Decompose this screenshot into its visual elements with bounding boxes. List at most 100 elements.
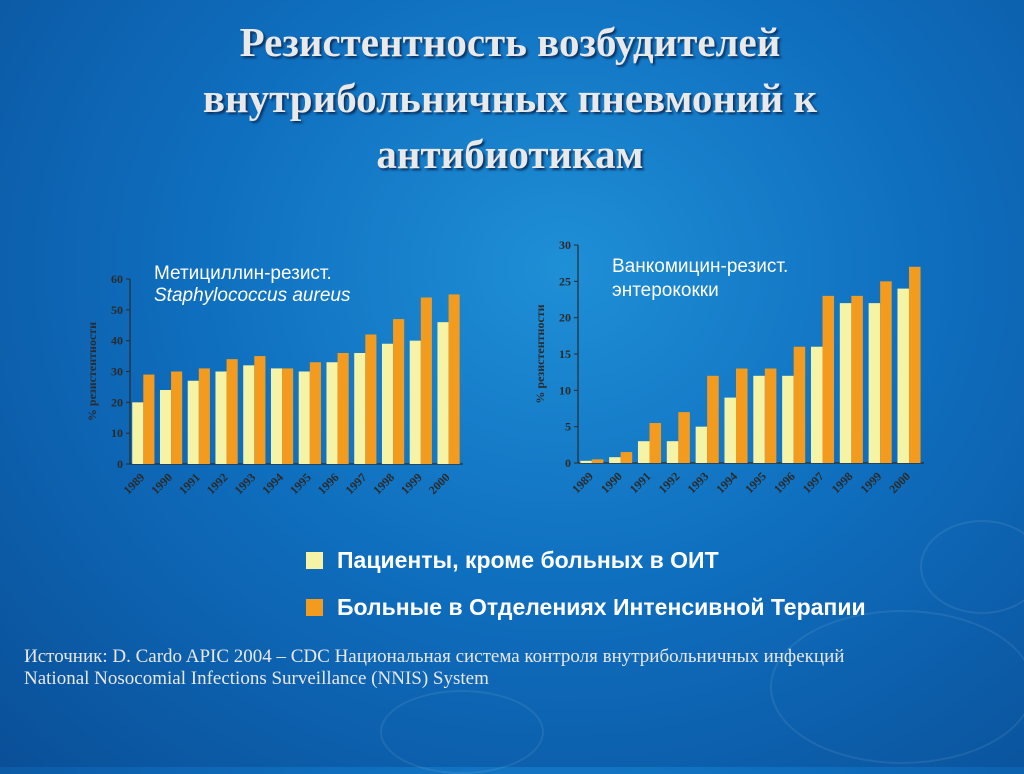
bar-non-icu: [782, 375, 794, 463]
bar-icu: [226, 359, 238, 464]
bar-icu: [309, 362, 321, 464]
chart-subtitle: энтерококки: [612, 280, 719, 301]
y-axis-label: % резистентности: [85, 322, 99, 421]
bar-non-icu: [897, 288, 910, 463]
x-tick-label: 1992: [204, 470, 231, 497]
bar-icu: [365, 334, 377, 464]
bar-icu: [880, 281, 892, 463]
bar-icu: [851, 295, 863, 463]
bar-non-icu: [695, 426, 708, 463]
bar-non-icu: [580, 460, 592, 463]
bar-non-icu: [354, 353, 366, 464]
x-tick-label: 1994: [713, 469, 740, 496]
bar-non-icu: [437, 322, 449, 464]
bar-non-icu: [243, 365, 255, 464]
bar-icu: [591, 459, 604, 463]
legend: Пациенты, кроме больных в ОИТ Больные в …: [306, 543, 1016, 637]
y-axis-label: % резистентности: [533, 304, 547, 403]
bar-non-icu: [187, 380, 199, 464]
y-tick-label: 0: [565, 456, 571, 470]
legend-label-icu: Больные в Отделениях Интенсивной Терапии: [337, 593, 866, 620]
bar-non-icu: [409, 340, 421, 464]
bar-non-icu: [326, 362, 338, 464]
x-tick-label: 2000: [886, 469, 913, 496]
source-line-2: National Nosocomial Infections Surveilla…: [24, 668, 489, 689]
y-tick-label: 40: [111, 334, 123, 348]
mrsa-chart: 0 10 20 30 40 50 60% резистентности 1989 1990 199…: [78, 255, 473, 533]
bar-icu: [909, 266, 921, 463]
bar-icu: [198, 368, 210, 464]
x-tick-label: 1994: [259, 470, 286, 497]
x-tick-label: 1990: [148, 470, 175, 497]
source-line-1: Источник: D. Cardo APIC 2004 – CDC Нацио…: [24, 646, 845, 667]
bar-non-icu: [839, 303, 852, 463]
slide-title-line: внутрибольничных пневмоний к: [202, 75, 818, 121]
bar-icu: [420, 297, 432, 464]
slide-title-line: антибиотикам: [376, 131, 644, 177]
source-note: Источник: D. Cardo APIC 2004 – CDC Нацио…: [24, 646, 1019, 690]
x-tick-label: 1989: [121, 470, 148, 497]
y-tick-label: 20: [111, 395, 123, 409]
chart-title: Метициллин-резист.: [154, 263, 332, 284]
y-tick-label: 15: [559, 347, 571, 361]
x-tick-label: 1996: [315, 470, 342, 497]
slide-title: Резистентность возбудителей внутрибольни…: [150, 14, 870, 182]
x-tick-label: 1997: [800, 469, 827, 496]
bar-non-icu: [810, 346, 823, 463]
x-tick-label: 1997: [343, 470, 370, 497]
bar-icu: [707, 375, 719, 463]
legend-item-non-icu: Пациенты, кроме больных в ОИТ: [306, 543, 1016, 577]
bar-non-icu: [666, 441, 679, 463]
bar-icu: [282, 368, 294, 464]
legend-item-icu: Больные в Отделениях Интенсивной Терапии: [306, 590, 1016, 624]
x-tick-label: 1995: [287, 470, 314, 497]
x-tick-label: 1989: [569, 469, 596, 496]
y-tick-label: 5: [565, 420, 571, 434]
x-tick-label: 1991: [176, 470, 203, 497]
legend-swatch-non-icu: [306, 551, 323, 569]
x-tick-label: 1999: [398, 470, 425, 497]
y-tick-label: 30: [111, 365, 123, 379]
bar-icu: [393, 319, 405, 464]
x-tick-label: 1998: [370, 470, 397, 497]
bar-icu: [620, 452, 633, 463]
bar-non-icu: [270, 368, 283, 464]
x-tick-label: 2000: [426, 470, 453, 497]
legend-swatch-icu: [306, 598, 323, 616]
bar-non-icu: [753, 375, 765, 463]
ripple-decoration: [920, 520, 1024, 614]
x-tick-label: 1992: [656, 469, 683, 496]
chart-subtitle: Staphylococcus aureus: [154, 285, 351, 306]
x-tick-label: 1996: [771, 469, 798, 496]
ripple-decoration: [380, 690, 544, 774]
bar-icu: [649, 423, 662, 463]
chart-title: Ванкомицин-резист.: [612, 256, 788, 277]
x-tick-label: 1993: [232, 470, 259, 497]
y-tick-label: 0: [117, 457, 123, 471]
bar-non-icu: [215, 371, 227, 464]
bar-icu: [143, 374, 155, 464]
bar-non-icu: [298, 371, 310, 464]
x-tick-label: 1991: [627, 469, 654, 496]
slide-title-line: Резистентность возбудителей: [239, 19, 781, 65]
x-tick-label: 1993: [684, 469, 711, 496]
bar-non-icu: [381, 343, 394, 464]
bar-non-icu: [609, 457, 621, 463]
x-tick-label: 1998: [829, 469, 856, 496]
y-tick-label: 60: [111, 272, 123, 286]
bar-icu: [337, 353, 349, 464]
bar-icu: [736, 368, 748, 463]
y-tick-label: 25: [559, 274, 571, 288]
bar-icu: [764, 368, 777, 463]
bar-icu: [171, 371, 183, 464]
ripple-decoration: [770, 610, 1024, 764]
x-tick-label: 1999: [857, 469, 884, 496]
bar-icu: [678, 412, 690, 463]
y-tick-label: 20: [559, 311, 571, 325]
legend-label-non-icu: Пациенты, кроме больных в ОИТ: [337, 546, 719, 573]
vre-chart: 0 5 10 15 20 25 30 % резистентности 1989 1990 1991…: [526, 232, 926, 534]
x-tick-label: 1995: [742, 469, 769, 496]
y-tick-label: 10: [111, 426, 123, 440]
bar-non-icu: [637, 441, 650, 463]
